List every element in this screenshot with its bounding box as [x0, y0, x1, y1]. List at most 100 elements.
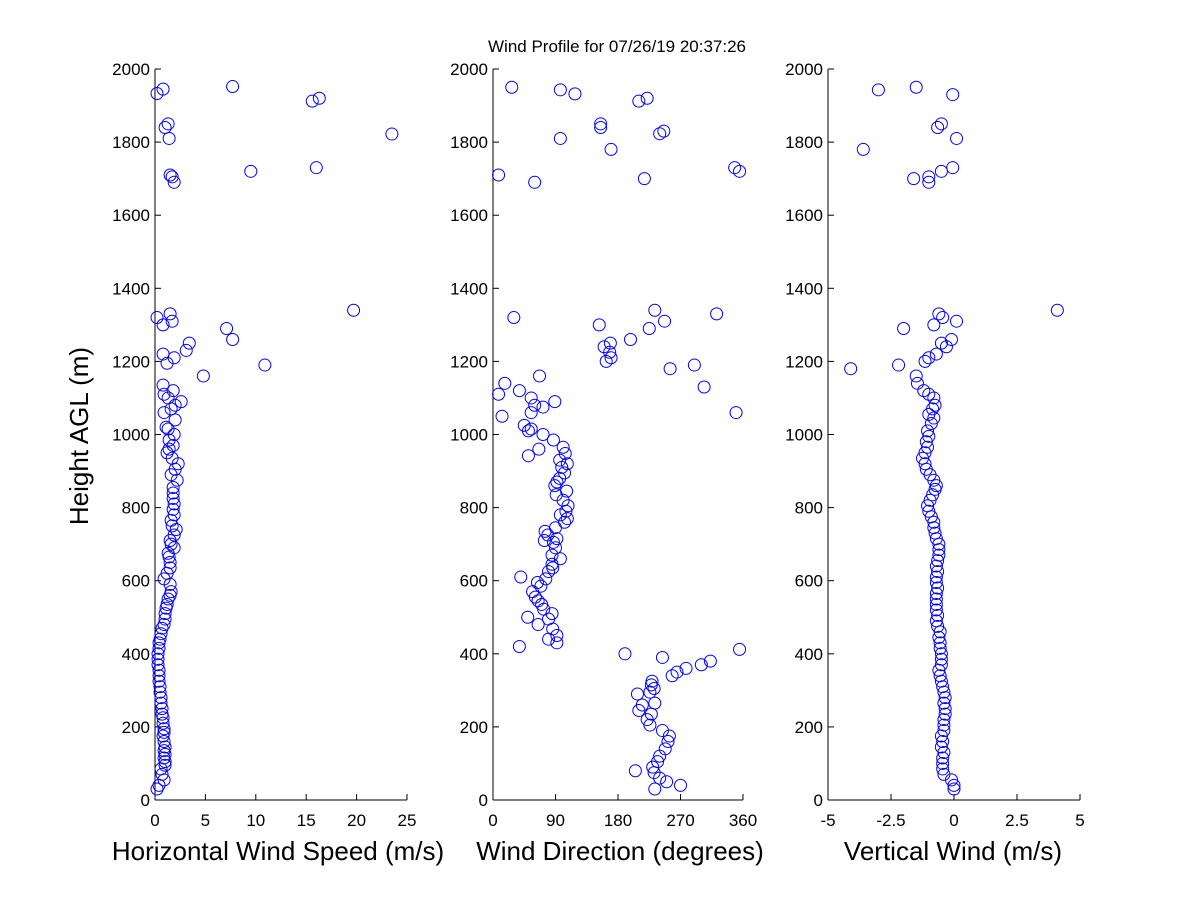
direction-data-point	[550, 629, 564, 643]
direction-data-point	[655, 650, 669, 664]
vertical-data-point	[934, 652, 948, 666]
vertical-data-point	[897, 322, 911, 336]
direction-x-tick-label: 360	[729, 811, 757, 830]
speed-data-point	[154, 691, 168, 705]
vertical-data-point	[934, 336, 948, 350]
direction-data-point	[536, 428, 550, 441]
vertical-data-point	[936, 762, 950, 776]
vertical-data-point	[931, 120, 945, 134]
vertical-data-point	[946, 161, 960, 175]
vertical-y-tick-label: 1000	[785, 426, 823, 445]
speed-data-point	[161, 391, 175, 405]
vertical-data-point	[929, 614, 943, 628]
speed-y-tick-label: 1600	[112, 206, 150, 225]
direction-data-point	[521, 610, 535, 624]
direction-data-point	[733, 164, 747, 178]
direction-data-point	[694, 658, 708, 672]
direction-data-point	[604, 351, 618, 365]
vertical-data-point	[936, 735, 950, 749]
vertical-data-point	[932, 630, 946, 644]
speed-data-point	[152, 674, 166, 688]
speed-y-tick-label: 800	[122, 499, 150, 518]
vertical-data-point	[921, 440, 935, 454]
vertical-data-point	[909, 80, 923, 94]
direction-data-point	[653, 127, 667, 141]
speed-data-point	[179, 343, 193, 357]
vertical-data-point	[933, 669, 947, 683]
direction-data-point	[550, 475, 564, 489]
direction-data-point	[599, 354, 613, 368]
direction-data-point	[517, 418, 531, 432]
direction-y-tick-label: 800	[460, 499, 488, 518]
speed-data-point	[157, 735, 171, 749]
vertical-data-point	[929, 586, 943, 600]
speed-data-point	[161, 422, 175, 436]
vertical-data-point	[929, 597, 943, 611]
speed-y-tick-label: 600	[122, 572, 150, 591]
speed-data-point	[196, 369, 210, 383]
direction-data-point	[647, 682, 661, 696]
direction-data-point	[687, 358, 701, 372]
direction-data-point	[644, 707, 658, 721]
speed-data-point	[168, 413, 182, 427]
direction-data-point	[661, 735, 675, 749]
speed-data-point	[162, 442, 176, 456]
direction-y-tick-label: 1000	[450, 426, 488, 445]
direction-data-point	[657, 124, 671, 138]
direction-data-point	[553, 131, 567, 145]
vertical-data-point	[932, 543, 946, 557]
direction-data-point	[703, 654, 717, 668]
direction-data-point	[604, 142, 618, 156]
direction-data-point	[512, 384, 526, 398]
vertical-data-point	[931, 608, 945, 622]
direction-data-point	[548, 479, 562, 493]
direction-data-point	[560, 484, 574, 498]
direction-data-point	[568, 87, 582, 101]
direction-data-point	[495, 409, 509, 423]
vertical-x-tick-label: -5	[820, 811, 835, 830]
speed-y-tick-label: 200	[122, 718, 150, 737]
vertical-data-point	[871, 83, 885, 97]
speed-data-point	[161, 592, 175, 606]
direction-data-point	[549, 521, 562, 535]
direction-data-point	[532, 442, 546, 456]
vertical-data-point	[907, 172, 921, 186]
vertical-data-point	[937, 767, 951, 781]
vertical-data-point	[937, 718, 951, 732]
y-axis-label: Height AGL (m)	[64, 347, 94, 525]
vertical-y-tick-label: 800	[795, 499, 823, 518]
direction-y-tick-label: 1600	[450, 206, 488, 225]
chart-title: Wind Profile for 07/26/19 20:37:26	[488, 37, 746, 56]
direction-data-point	[533, 369, 547, 383]
direction-data-point	[648, 782, 662, 796]
panel-vertical: 0 200 400 600 800 1000 1200 1400 1600 1800 2000 -5 -…	[785, 60, 1085, 866]
speed-data-point	[156, 716, 170, 730]
direction-data-point	[560, 457, 574, 471]
speed-x-tick-label: 15	[297, 811, 316, 830]
direction-data-point	[592, 318, 606, 332]
vertical-data-point	[918, 354, 932, 368]
vertical-data-point	[937, 696, 951, 710]
direction-y-tick-label: 400	[460, 645, 488, 664]
direction-data-point	[534, 579, 548, 593]
direction-data-point	[670, 665, 684, 679]
direction-data-point	[637, 172, 651, 186]
direction-data-point	[550, 532, 564, 546]
speed-data-point	[150, 782, 164, 796]
vertical-data-point	[926, 402, 940, 416]
direction-y-tick-label: 1400	[450, 279, 488, 298]
direction-data-point	[697, 380, 711, 394]
speed-data-point	[226, 80, 240, 94]
direction-data-point	[549, 541, 562, 555]
panel-direction: 0 200 400 600 800 1000 1200 1400 1600 1800 2000 0 90…	[450, 60, 764, 866]
direction-data-point	[521, 449, 535, 463]
vertical-data-point	[936, 756, 950, 770]
vertical-data-point	[921, 424, 935, 438]
vertical-data-point	[933, 641, 947, 655]
vertical-data-point	[931, 554, 945, 568]
direction-x-tick-label: 0	[488, 811, 497, 830]
direction-data-point	[531, 594, 545, 608]
direction-data-point	[505, 80, 519, 94]
speed-data-point	[153, 632, 167, 646]
